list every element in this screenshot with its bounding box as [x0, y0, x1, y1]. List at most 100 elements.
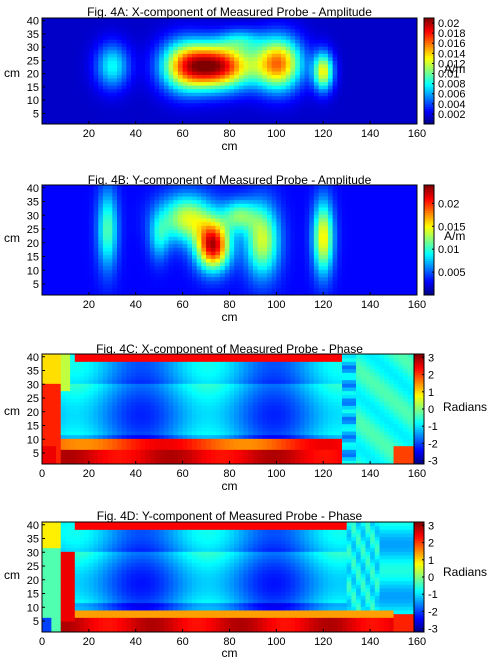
heatmap-cell — [51, 113, 57, 118]
heatmap-cell — [102, 254, 109, 259]
heatmap-cell — [220, 28, 226, 33]
heatmap-cell — [56, 214, 62, 219]
heatmap-cell — [187, 262, 193, 267]
heatmap-cell — [84, 99, 90, 104]
heatmap-cell — [318, 81, 324, 86]
heatmap-cell — [56, 221, 62, 226]
heatmap-cell — [384, 210, 390, 215]
x-tick-label: 120 — [314, 128, 332, 140]
heatmap-cell — [313, 203, 320, 208]
heatmap-cell — [257, 46, 263, 51]
heatmap-cell — [131, 32, 137, 37]
heatmap-cell — [412, 240, 418, 245]
heatmap-cell — [168, 251, 174, 256]
heatmap-cell — [309, 284, 315, 289]
heatmap-cell — [215, 18, 221, 23]
heatmap-cell — [126, 102, 132, 107]
heatmap-cell — [257, 232, 263, 237]
colorbar-swatch — [424, 64, 434, 68]
heatmap-cell — [93, 199, 99, 204]
heatmap-cell — [60, 116, 66, 121]
heatmap-cell — [168, 229, 174, 234]
heatmap-cell — [304, 221, 310, 226]
heatmap-cell — [135, 106, 141, 111]
heatmap-cell — [163, 284, 170, 289]
heatmap-cell — [201, 291, 207, 296]
heatmap-cell — [243, 56, 249, 61]
heatmap-cell — [201, 49, 207, 54]
heatmap-cell — [201, 81, 207, 86]
heatmap-cell — [131, 276, 137, 281]
heatmap-cell — [121, 25, 127, 30]
heatmap-cell — [271, 102, 277, 107]
heatmap-cell — [257, 218, 263, 223]
heatmap-cell — [84, 81, 90, 86]
heatmap-cell — [318, 218, 324, 223]
heatmap-cell — [271, 287, 277, 292]
heatmap-cell — [346, 46, 352, 51]
heatmap-cell — [229, 109, 235, 114]
heatmap-cell — [356, 192, 362, 197]
heatmap-cell — [168, 203, 174, 208]
heatmap-cell — [177, 192, 184, 197]
heatmap-cell — [220, 113, 226, 118]
heatmap-cell — [196, 85, 202, 90]
heatmap-cell — [243, 85, 249, 90]
heatmap-cell — [346, 53, 352, 58]
heatmap-cell — [70, 46, 76, 51]
heatmap-cell — [56, 35, 62, 40]
heatmap-cell — [271, 32, 277, 37]
heatmap-cell — [365, 225, 371, 230]
heatmap-cell — [238, 95, 245, 100]
heatmap-cell — [323, 207, 329, 212]
heatmap-cell — [276, 243, 282, 248]
heatmap-cell — [182, 254, 188, 259]
heatmap-cell — [93, 276, 99, 281]
heatmap-cell — [365, 63, 371, 68]
heatmap-cell — [267, 207, 273, 212]
heatmap-cell — [112, 42, 118, 47]
heatmap-cell — [210, 247, 216, 252]
heatmap-cell — [309, 85, 315, 90]
heatmap-cell — [215, 25, 221, 30]
heatmap-cell — [229, 229, 235, 234]
heatmap-cell — [74, 102, 80, 107]
heatmap-cell — [46, 229, 52, 234]
heatmap-cell — [131, 67, 137, 72]
heatmap-cell — [388, 284, 395, 289]
heatmap-cell — [388, 199, 395, 204]
heatmap-cell — [285, 32, 291, 37]
heatmap-cell — [398, 262, 404, 267]
heatmap-cell — [177, 196, 184, 201]
heatmap-cell — [318, 71, 324, 76]
heatmap-cell — [159, 236, 165, 241]
heatmap-cell — [332, 192, 338, 197]
heatmap-cell — [398, 42, 404, 47]
heatmap-cell — [290, 85, 296, 90]
heatmap-cell — [412, 229, 418, 234]
heatmap-cell — [234, 120, 240, 125]
heatmap-cell — [140, 71, 146, 76]
heatmap-cell — [374, 109, 380, 114]
heatmap-cell — [60, 39, 66, 44]
heatmap-cell — [295, 214, 301, 219]
heatmap-cell — [56, 32, 62, 37]
heatmap-cell — [346, 42, 352, 47]
heatmap-cell — [262, 218, 268, 223]
heatmap-cell — [210, 74, 216, 79]
heatmap-cell — [257, 243, 263, 248]
heatmap-cell — [295, 35, 301, 40]
heatmap-cell — [248, 265, 254, 270]
heatmap-cell — [65, 53, 71, 58]
heatmap-cell — [267, 273, 273, 278]
heatmap-cell — [402, 214, 409, 219]
heatmap-cell — [323, 225, 329, 230]
heatmap-cell — [177, 210, 184, 215]
heatmap-cell — [412, 32, 418, 37]
heatmap-cell — [206, 74, 212, 79]
heatmap-cell — [252, 269, 259, 274]
heatmap-cell — [248, 185, 254, 190]
heatmap-cell — [304, 81, 310, 86]
heatmap-cell — [299, 25, 305, 30]
